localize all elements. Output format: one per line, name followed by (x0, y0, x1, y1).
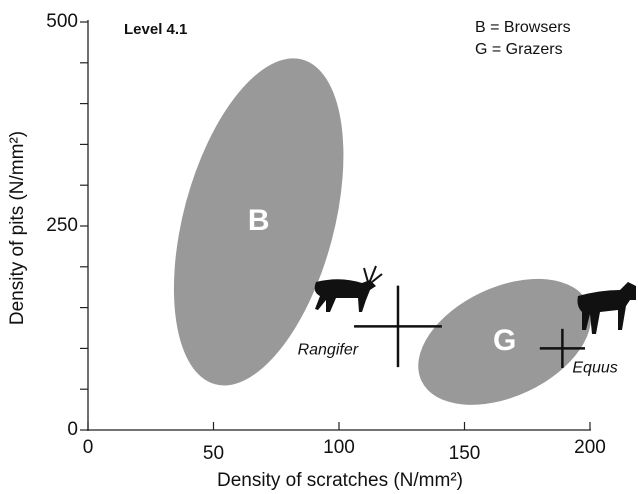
horse-icon (577, 282, 636, 334)
cluster-label: G (493, 324, 516, 357)
cluster-ellipse (173, 58, 344, 386)
y-tick-label: 250 (46, 215, 78, 236)
y-axis-title: Density of pits (N/mm²) (7, 131, 28, 325)
x-tick-label: 0 (83, 437, 94, 458)
chart-title: Level 4.1 (124, 21, 187, 38)
legend-entry: G = Grazers (475, 41, 563, 58)
y-tick-label: 500 (46, 11, 78, 32)
species-label: Rangifer (298, 342, 359, 359)
y-tick-label: 0 (67, 419, 78, 440)
cluster-ellipse (418, 278, 592, 405)
legend-entry: B = Browsers (475, 19, 571, 36)
cluster-label: B (248, 204, 270, 237)
x-tick-label: 50 (203, 443, 224, 464)
x-tick-label: 150 (449, 443, 481, 464)
x-tick-label: 100 (323, 437, 355, 458)
x-axis-title: Density of scratches (N/mm²) (217, 470, 463, 491)
x-tick-label: 200 (574, 437, 606, 458)
reindeer-icon (314, 265, 383, 312)
species-label: Equus (572, 360, 617, 377)
